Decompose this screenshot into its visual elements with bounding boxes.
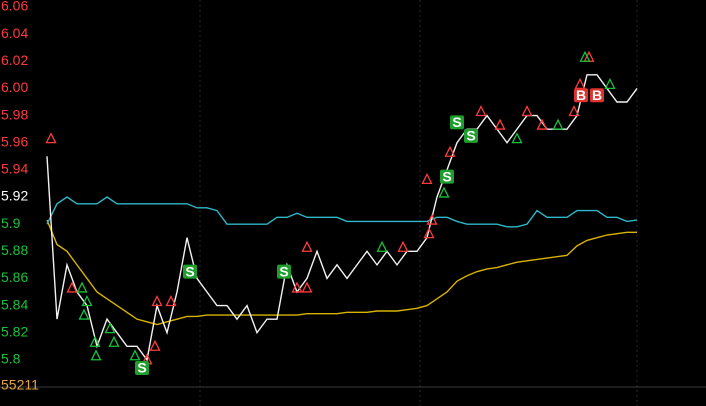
signal-label: S: [442, 168, 451, 184]
signal-triangle: [604, 77, 616, 90]
volume-label: 55211: [1, 377, 39, 393]
signal-triangle: [397, 240, 409, 252]
signal-badge: [440, 169, 454, 184]
signal-triangle: [568, 105, 580, 117]
y-tick-label: 5.8: [1, 351, 21, 367]
signal-triangle: [511, 132, 523, 144]
signal-triangle: [421, 172, 433, 185]
y-tick-label: 5.98: [1, 106, 28, 122]
signal-triangle: [90, 349, 102, 361]
y-tick-label: 5.92: [1, 188, 28, 204]
signal-triangle: [426, 213, 438, 225]
y-tick-label: 6.06: [1, 0, 28, 14]
signal-triangle: [104, 322, 116, 334]
y-tick-label: 5.9: [1, 215, 21, 231]
signal-label: S: [279, 263, 288, 279]
signal-triangle: [129, 349, 141, 361]
signal-triangle: [165, 295, 177, 307]
y-tick-label: 5.84: [1, 296, 28, 312]
signal-triangle: [149, 339, 161, 351]
signal-triangle: [521, 105, 533, 117]
signal-label: S: [452, 114, 461, 130]
price-line: [46, 196, 638, 228]
signal-badge: [450, 115, 464, 130]
signal-label: S: [137, 360, 146, 376]
signal-triangle: [76, 281, 88, 293]
price-line: [46, 219, 637, 326]
y-tick-label: 5.88: [1, 242, 28, 258]
signal-label: B: [576, 87, 586, 103]
signal-triangle: [89, 335, 101, 347]
signal-badge: [277, 264, 291, 279]
y-tick-label: 5.82: [1, 323, 28, 339]
signal-badge: [464, 128, 478, 143]
signal-badge: [135, 361, 149, 375]
y-tick-label: 5.96: [1, 133, 28, 149]
y-tick-label: 6.00: [1, 79, 28, 95]
signal-triangle: [579, 50, 591, 62]
signal-badge: [574, 88, 588, 103]
signal-label: S: [185, 263, 194, 279]
signal-triangle: [291, 281, 303, 293]
y-tick-label: 6.02: [1, 52, 28, 68]
signal-triangle: [108, 335, 120, 347]
signal-badge: [590, 88, 604, 103]
signal-triangle: [423, 227, 435, 239]
signal-triangle: [552, 118, 564, 130]
signal-triangle: [494, 118, 506, 130]
signal-triangle: [81, 295, 93, 307]
signal-badge: [183, 264, 197, 279]
y-tick-label: 6.04: [1, 25, 28, 41]
signal-triangle: [45, 132, 57, 144]
signal-triangle: [78, 308, 90, 320]
signal-triangle: [66, 281, 78, 293]
y-tick-label: 5.94: [1, 161, 28, 177]
y-tick-label: 5.86: [1, 269, 28, 285]
signal-triangle: [301, 240, 313, 252]
signal-triangle: [301, 281, 313, 293]
signal-label: B: [592, 87, 602, 103]
signal-label: S: [466, 128, 475, 144]
signal-triangle: [376, 240, 388, 252]
signal-triangle: [475, 105, 487, 117]
signal-triangle: [536, 118, 548, 130]
signal-triangle: [444, 145, 456, 157]
signal-triangle: [151, 295, 163, 307]
signal-triangle: [438, 186, 450, 198]
